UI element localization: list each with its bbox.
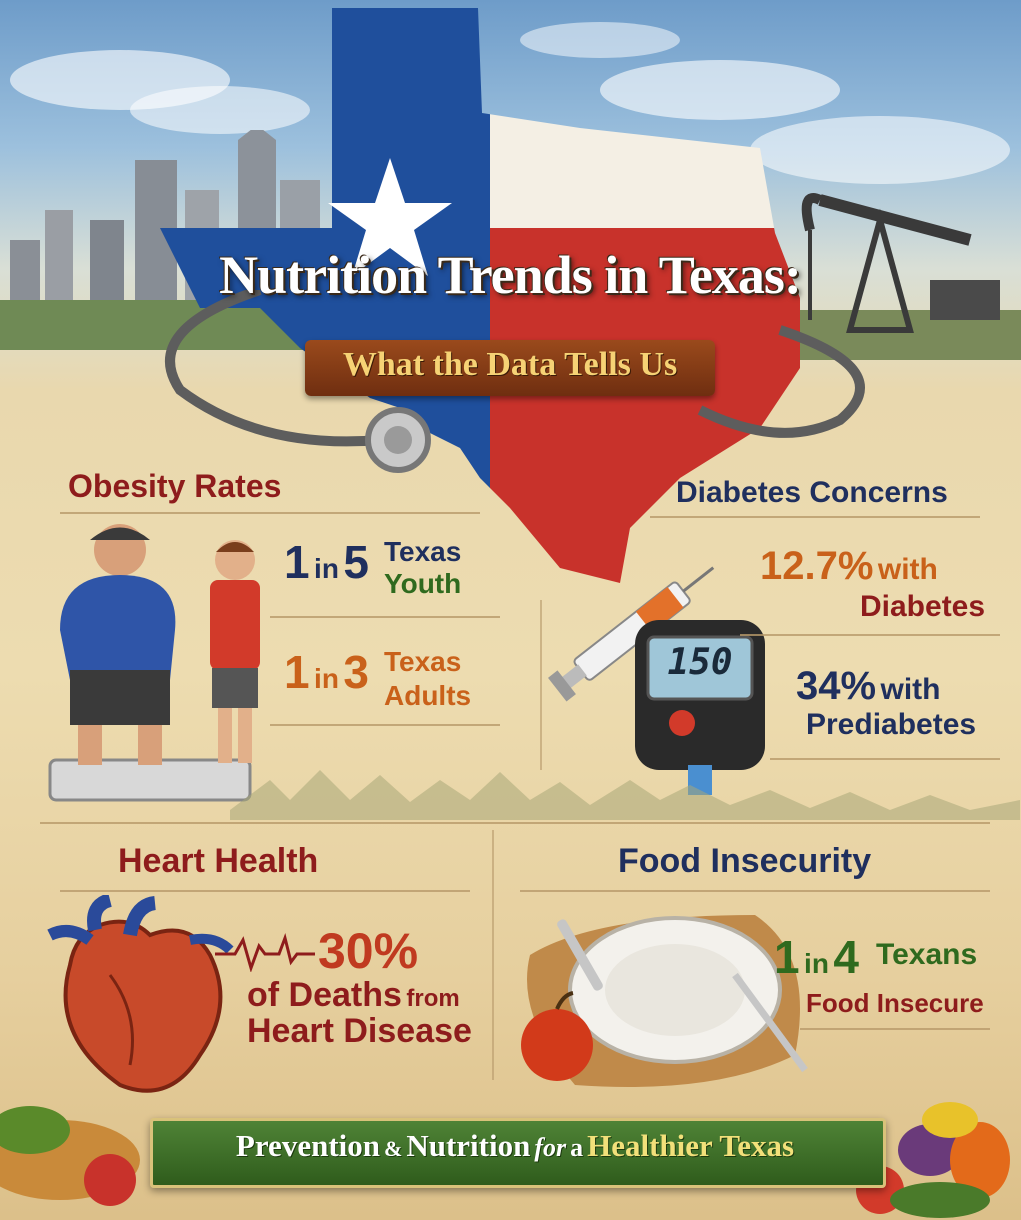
heart-stat-line1: of Deaths from xyxy=(247,976,460,1014)
plate-and-apple-icon xyxy=(521,915,808,1087)
obesity-adults-label2: Adults xyxy=(384,680,472,711)
prediabetes-stat: 34% with xyxy=(796,664,941,708)
obesity-heading: Obesity Rates xyxy=(68,468,282,504)
heart-anatomy-icon xyxy=(47,895,234,1093)
star-icon xyxy=(328,158,452,276)
footer-banner-text: Prevention & Nutrition for a Healthier T… xyxy=(235,1128,795,1163)
obesity-youth-stat: 1 in 5 xyxy=(284,536,369,588)
food-heading: Food Insecurity xyxy=(618,842,872,880)
obesity-adults-label1: Texas xyxy=(384,646,462,677)
diabetes-stat: 12.7% with xyxy=(760,544,938,588)
diabetes-heading: Diabetes Concerns xyxy=(676,476,948,509)
vegetables-icon xyxy=(0,1102,1010,1218)
subtitle-ribbon xyxy=(305,340,715,396)
heartbeat-line-icon xyxy=(215,932,315,972)
glucose-meter-icon xyxy=(635,620,765,795)
page-title: Nutrition Trends in Texas: xyxy=(219,245,802,305)
texas-flag-map-icon xyxy=(160,8,800,583)
obesity-youth-label1: Texas xyxy=(384,536,462,567)
prediabetes-label: Prediabetes xyxy=(806,708,977,741)
heart-stat-value: 30% xyxy=(318,923,419,979)
heart-heading: Heart Health xyxy=(118,842,319,880)
food-stat-label1: Texans xyxy=(876,938,978,971)
parent-child-scale-icon xyxy=(48,524,260,802)
oil-pumpjack-icon xyxy=(780,193,1021,360)
stethoscope-icon xyxy=(165,290,865,473)
treeline-divider xyxy=(230,770,1020,820)
page-subtitle: What the Data Tells Us xyxy=(342,346,678,383)
food-stat: 1 in 4 xyxy=(774,931,859,983)
diabetes-label: Diabetes xyxy=(860,590,986,623)
meter-reading: 150 xyxy=(667,642,733,683)
sky-clouds xyxy=(10,22,1010,184)
heart-stat-line2: Heart Disease xyxy=(247,1012,472,1050)
obesity-adults-stat: 1 in 3 xyxy=(284,646,369,698)
footer-banner xyxy=(150,1118,886,1188)
food-stat-label2: Food Insecure xyxy=(806,988,984,1018)
obesity-youth-label2: Youth xyxy=(384,568,462,599)
